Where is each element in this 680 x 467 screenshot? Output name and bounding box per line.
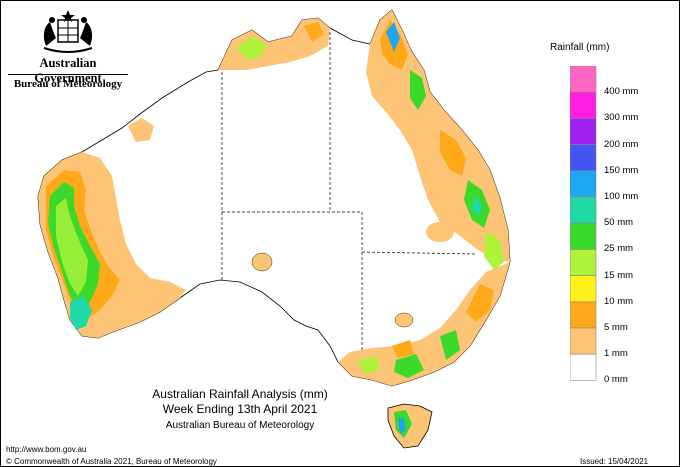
legend-label: 10 mm [604,295,634,307]
agency-name: Bureau of Meteorology [13,78,123,90]
legend-label: 25 mm [604,243,634,255]
legend-swatch [570,91,597,119]
legend-label: 200 mm [604,138,639,150]
copyright-notice: © Commonwealth of Australia 2021, Bureau… [6,457,217,466]
legend-label: 50 mm [604,217,634,229]
legend-swatch [570,170,597,198]
header-branding [6,8,136,58]
legend-swatch [570,301,597,329]
legend-swatch [570,353,597,381]
rain-zone-se [338,262,510,386]
issued-date: Issued: 15/04/2021 [580,457,649,466]
legend-label: 100 mm [604,191,639,202]
legend-label: 15 mm [604,269,634,281]
legend-label: 400 mm [604,86,639,98]
legend-swatch [570,249,597,276]
rainfall-legend [570,66,597,381]
legend-swatch [570,275,597,303]
map-title-period: Week Ending 13th April 2021 [162,402,318,416]
legend-label: 0 mm [604,374,628,386]
legend-swatch [570,118,597,145]
website-url[interactable]: http://www.bom.gov.au [6,445,87,454]
legend-swatch [570,222,597,250]
map-title-main: Australian Rainfall Analysis (mm) [152,387,328,401]
legend-label: 150 mm [604,164,639,176]
map-source: Australian Bureau of Meteorology [165,420,315,431]
legend-label: 5 mm [604,322,628,333]
legend-label: 300 mm [604,112,639,124]
coat-of-arms-icon [43,10,93,53]
legend-swatch [570,196,597,224]
legend-label: 1 mm [604,348,628,360]
map-title: Australian Rainfall Analysis (mm) Week E… [110,387,370,417]
legend-swatch [570,327,597,355]
header-divider [8,74,128,75]
legend-swatch [570,66,597,93]
state-borders [221,32,477,352]
legend-swatch [570,144,597,172]
legend-title: Rainfall (mm) [550,42,610,53]
